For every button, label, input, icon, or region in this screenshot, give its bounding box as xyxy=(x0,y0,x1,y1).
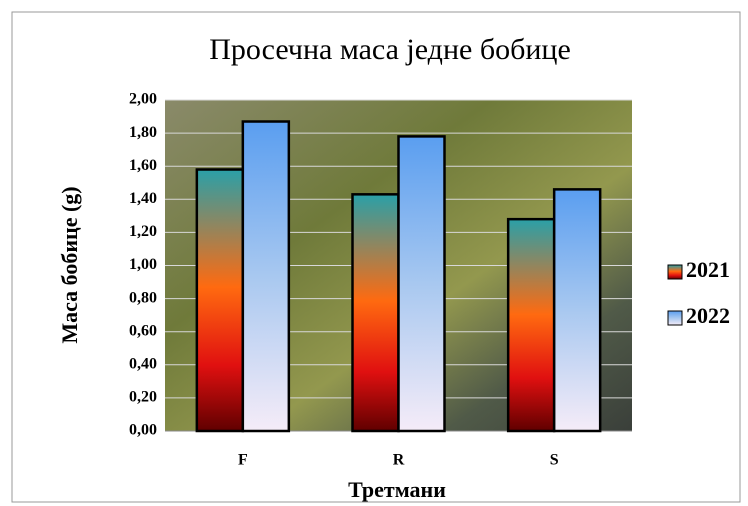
y-tick-label: 1,00 xyxy=(129,256,157,273)
legend-label: 2022 xyxy=(686,303,730,328)
bar xyxy=(397,135,446,433)
legend-swatch xyxy=(667,310,683,326)
x-axis-title: Третмани xyxy=(348,477,446,502)
bar xyxy=(241,120,291,433)
y-tick-label: 2,00 xyxy=(129,91,157,108)
bar xyxy=(351,193,400,433)
x-tick-label: S xyxy=(550,452,559,469)
legend-swatch xyxy=(667,264,683,280)
bar xyxy=(552,188,602,433)
bar xyxy=(195,168,245,433)
legend-label: 2021 xyxy=(686,257,730,282)
y-tick-label: 0,60 xyxy=(129,322,157,339)
y-tick-label: 1,40 xyxy=(129,190,157,207)
y-tick-label: 0,20 xyxy=(129,389,157,406)
y-tick-label: 1,60 xyxy=(129,157,157,174)
y-tick-label: 1,80 xyxy=(129,124,157,141)
y-tick-label: 0,00 xyxy=(129,422,157,439)
chart-title: Просечна маса једне бобице xyxy=(209,33,571,66)
y-tick-label: 1,20 xyxy=(129,223,157,240)
x-tick-label: F xyxy=(238,452,248,469)
x-tick-label: R xyxy=(393,452,405,469)
y-tick-label: 0,40 xyxy=(129,355,157,372)
y-tick-label: 0,80 xyxy=(129,289,157,306)
bar xyxy=(506,217,556,433)
y-axis-title: Маса бобице (g) xyxy=(57,186,82,343)
